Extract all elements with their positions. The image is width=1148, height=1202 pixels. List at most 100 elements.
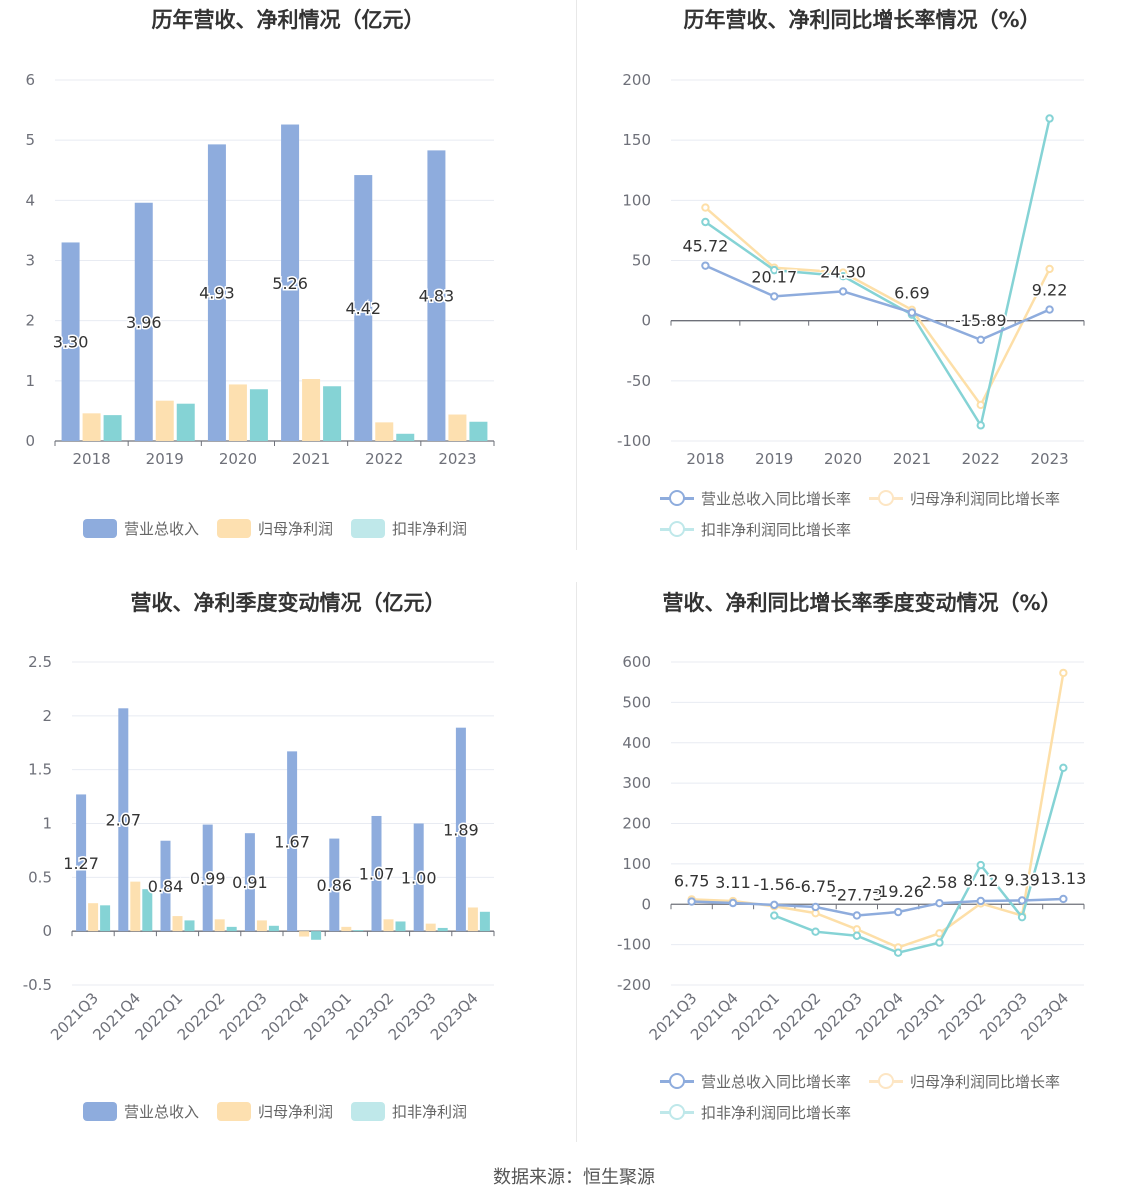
y-tick-label: 200 <box>622 71 651 89</box>
line-point <box>1059 763 1068 772</box>
bar-revenue <box>354 175 373 441</box>
line-point <box>1017 912 1027 922</box>
data-label: 9.22 <box>1032 281 1068 300</box>
legend-swatch <box>217 1102 252 1121</box>
legend-item-deducted-profit-growth[interactable]: 扣非净利润同比增长率 <box>660 519 851 540</box>
chart-legend: 营业总收入 归母净利润 扣非净利润 <box>83 1101 467 1122</box>
y-tick-label: -100 <box>617 936 651 954</box>
quarterly-growth-rate-chart: 营收、净利同比增长率季度变动情况（%） -200 -100 0 100 200 300 40… <box>576 582 1148 1142</box>
data-source-note: 数据来源：恒生聚源 <box>493 1167 655 1188</box>
bar-revenue <box>287 751 298 932</box>
x-tick-label: 2020 <box>824 450 862 468</box>
data-label: 0.99 <box>190 869 226 888</box>
bar-net-profit <box>228 384 247 441</box>
line-point <box>728 898 738 908</box>
bar-net-profit <box>375 422 394 441</box>
legend-item-net-profit-growth[interactable]: 归母净利润同比增长率 <box>869 488 1060 509</box>
legend-item-revenue[interactable]: 营业总收入 <box>83 1101 199 1122</box>
bar-deducted-profit <box>469 421 488 441</box>
bar-deducted-profit <box>100 905 111 932</box>
line-net-profit-growth <box>704 206 1051 408</box>
data-label: 6.75 <box>674 872 710 891</box>
legend-item-net-profit-growth[interactable]: 归母净利润同比增长率 <box>869 1071 1060 1092</box>
legend-label: 扣非净利润同比增长率 <box>701 521 852 539</box>
chart-legend: 营业总收入 归母净利润 扣非净利润 <box>83 518 467 539</box>
bar-deducted-profit <box>396 433 415 441</box>
annual-growth-rate-chart: 历年营收、净利同比增长率情况（%） -100 -50 0 50 100 150 200 201… <box>576 0 1148 560</box>
bar-revenue <box>329 838 340 932</box>
legend-label: 归母净利润 <box>258 520 334 538</box>
data-label: 0.91 <box>232 873 268 892</box>
line-point <box>701 203 710 212</box>
legend-item-revenue-growth[interactable]: 营业总收入同比增长率 <box>660 488 851 509</box>
data-label: 4.42 <box>345 299 381 318</box>
legend-item-deducted-profit-growth[interactable]: 扣非净利润同比增长率 <box>660 1102 851 1123</box>
y-tick-label: 300 <box>622 774 651 792</box>
bar-net-profit <box>172 916 183 932</box>
line-point <box>935 929 944 938</box>
legend-swatch <box>83 519 117 538</box>
line-point <box>838 271 848 281</box>
quarterly-revenue-profit-svg: -0.500.511.522.52021Q32021Q42022Q12022Q2… <box>23 653 495 1044</box>
data-label: 3.96 <box>126 313 162 332</box>
bar-net-profit <box>383 919 394 932</box>
line-point <box>1045 305 1054 314</box>
bar-revenue <box>134 202 153 441</box>
legend-label: 营业总收入 <box>124 1103 200 1121</box>
legend-item-deducted-profit[interactable]: 扣非净利润 <box>351 518 467 539</box>
y-tick-label: 0.5 <box>28 868 52 886</box>
bar-deducted-profit <box>226 926 237 932</box>
line-point <box>852 911 862 920</box>
data-label: 2.58 <box>922 873 958 892</box>
chart-legend: 营业总收入同比增长率 归母净利润同比增长率 <box>660 1071 1060 1092</box>
data-label: 1.27 <box>63 854 99 873</box>
line-point <box>907 308 917 317</box>
bar-net-profit <box>341 926 352 932</box>
x-tick-label: 2021 <box>893 450 931 468</box>
legend-item-deducted-profit[interactable]: 扣非净利润 <box>351 1101 467 1122</box>
y-tick-label: 5 <box>25 131 35 149</box>
legend-item-net-profit[interactable]: 归母净利润 <box>217 1101 333 1122</box>
line-point <box>893 907 903 917</box>
line-point <box>1059 894 1068 904</box>
data-label: 13.13 <box>1040 869 1086 888</box>
legend-swatch <box>217 519 252 538</box>
y-tick-label: 100 <box>622 191 651 209</box>
y-tick-label: 200 <box>622 815 651 833</box>
bar-deducted-profit <box>437 927 448 932</box>
line-point <box>770 900 779 910</box>
legend-label: 扣非净利润同比增长率 <box>701 1104 852 1122</box>
x-tick-label: 2019 <box>146 450 184 468</box>
line-point <box>852 931 862 940</box>
bar-net-profit <box>299 931 310 937</box>
bar-revenue <box>455 727 466 932</box>
data-label: -1.56 <box>754 875 795 894</box>
bar-net-profit <box>155 400 174 441</box>
data-label: -15.89 <box>955 311 1007 330</box>
y-tick-label: 100 <box>622 855 651 873</box>
chart-legend: 扣非净利润同比增长率 <box>660 519 851 540</box>
bar-net-profit <box>130 881 141 932</box>
line-revenue-growth <box>704 264 1051 342</box>
data-label: -27.73 <box>831 885 883 904</box>
data-label: 4.93 <box>199 284 235 303</box>
y-tick-label: -200 <box>617 976 651 994</box>
bar-revenue <box>371 815 382 932</box>
legend-swatch <box>83 1102 117 1121</box>
legend-item-net-profit[interactable]: 归母净利润 <box>217 518 333 539</box>
legend-item-revenue[interactable]: 营业总收入 <box>83 518 199 539</box>
data-label: 2.07 <box>105 811 141 830</box>
legend-line-marker <box>660 520 694 539</box>
bar-deducted-profit <box>479 911 490 932</box>
legend-item-revenue-growth[interactable]: 营业总收入同比增长率 <box>660 1071 851 1092</box>
x-tick-label: 2018 <box>72 450 110 468</box>
data-label: 1.67 <box>274 832 310 851</box>
bar-net-profit <box>448 414 467 441</box>
line-point <box>770 265 779 275</box>
data-label: 0.86 <box>316 876 352 895</box>
bar-deducted-profit <box>249 389 268 441</box>
line-point <box>935 938 944 947</box>
y-tick-label: 6 <box>25 71 35 89</box>
data-label: 9.39 <box>1004 870 1040 889</box>
legend-label: 归母净利润 <box>258 1103 334 1121</box>
